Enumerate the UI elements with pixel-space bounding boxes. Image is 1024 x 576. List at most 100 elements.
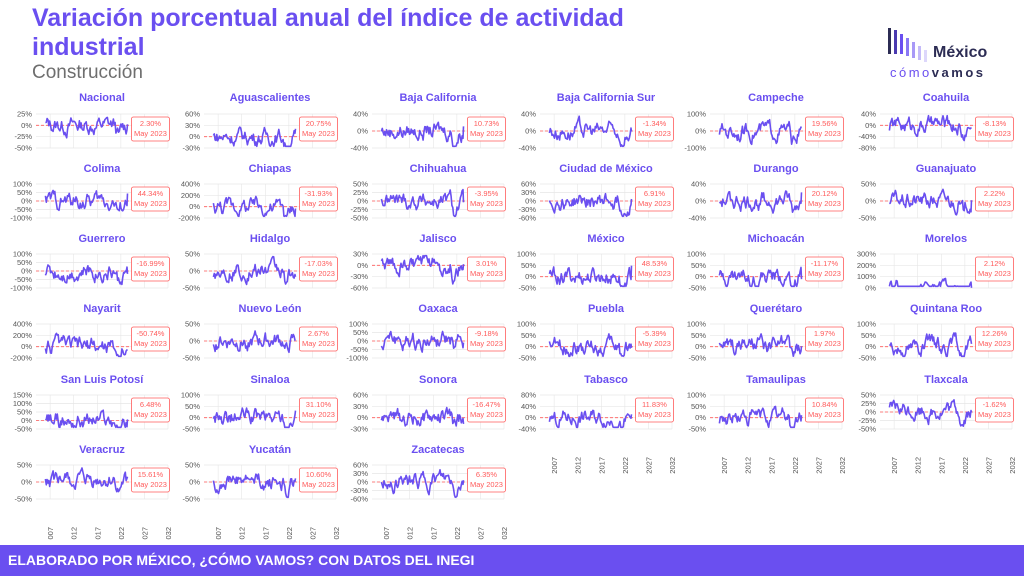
y-tick-label: -25% (14, 132, 32, 141)
panel-title: México (587, 233, 625, 245)
date-label: May 2023 (302, 129, 335, 138)
series-line (548, 265, 633, 288)
y-tick-label: 30% (353, 250, 368, 259)
panel-tlaxcala: Tlaxcala 50%25%0%-25%-50% -1.62%May 2023 20… (858, 374, 1017, 474)
series-line (548, 409, 633, 429)
last-value-label: -5.39% (643, 329, 667, 338)
panel-title: Aguascalientes (230, 92, 311, 104)
last-value-label: -1.34% (643, 119, 667, 128)
series-line (718, 333, 803, 358)
y-tick-label: -60% (518, 214, 536, 223)
panel-ciudad-de-méxico: Ciudad de México 60%30%0%-30%-60% 6.91%May… (518, 163, 674, 223)
value-label-box (805, 326, 844, 352)
x-tick-label: 2007 (720, 457, 729, 474)
panel-title: Nayarit (83, 303, 121, 315)
last-value-label: -16.99% (136, 259, 164, 268)
panel-title: Baja California (399, 92, 477, 104)
date-label: May 2023 (808, 410, 841, 419)
y-tick-label: 100% (857, 272, 877, 281)
series-line (212, 255, 297, 286)
series-line (44, 409, 129, 429)
y-tick-label: 0% (21, 197, 32, 206)
value-label-box (467, 256, 506, 282)
y-tick-label: 200% (857, 261, 877, 270)
series-line (380, 330, 465, 353)
x-tick-label: 2017 (261, 527, 270, 540)
y-tick-label: 0% (695, 342, 706, 351)
y-tick-label: 40% (353, 110, 368, 119)
panel-querétaro: Querétaro 100% 50% 0% -50% 1.97%May 2023 (687, 303, 844, 363)
y-tick-label: -60% (350, 284, 368, 293)
y-tick-label: 100% (517, 320, 537, 329)
y-tick-label: 0% (21, 121, 32, 130)
y-tick-label: 30% (353, 402, 368, 411)
x-tick-label: 2017 (93, 527, 102, 540)
panel-title: Zacatecas (411, 444, 464, 456)
y-tick-label: -200% (178, 214, 200, 223)
y-tick-label: -50% (858, 354, 876, 363)
y-tick-label: -30% (350, 272, 368, 281)
series-line (212, 407, 297, 429)
x-tick-label: 2032 (668, 457, 677, 474)
date-label: May 2023 (134, 480, 167, 489)
y-tick-label: -50% (688, 284, 706, 293)
series-line (718, 266, 803, 288)
y-tick-label: -50% (14, 275, 32, 284)
y-tick-label: 0% (357, 413, 368, 422)
y-tick-label: -25% (858, 416, 876, 425)
value-label-box (975, 397, 1014, 423)
x-tick-label: 2007 (214, 527, 223, 540)
last-value-label: 2.30% (140, 119, 162, 128)
panel-title: Yucatán (249, 444, 291, 456)
y-tick-label: -50% (14, 205, 32, 214)
date-label: May 2023 (978, 199, 1011, 208)
y-tick-label: 50% (353, 180, 368, 189)
date-label: May 2023 (470, 339, 503, 348)
series-line (718, 118, 803, 146)
value-label-box (131, 256, 170, 282)
series-line (718, 190, 803, 214)
panel-tamaulipas: Tamaulipas 100% 50% 0% -50% 10.84%May 2023 200… (687, 374, 847, 474)
last-value-label: 10.60% (306, 470, 332, 479)
y-tick-label: 100% (687, 320, 707, 329)
value-label-box (635, 326, 674, 352)
panel-title: Nacional (79, 92, 125, 104)
panel-title: Querétaro (750, 303, 803, 315)
last-value-label: 48.53% (642, 259, 668, 268)
y-tick-label: 50% (185, 461, 200, 470)
y-tick-label: -50% (688, 425, 706, 434)
panel-durango: Durango 40% 0% -40% 20.12%May 2023 (688, 163, 844, 223)
value-label-box (467, 467, 506, 493)
value-label-box (299, 116, 338, 142)
value-label-box (131, 326, 170, 352)
panel-chiapas: Chiapas 400% 200% 0% -200% -31.93%May 2023 (178, 163, 338, 223)
series-line (380, 121, 465, 148)
y-tick-label: 40% (861, 110, 876, 119)
date-label: May 2023 (470, 269, 503, 278)
x-tick-label: 2027 (814, 457, 823, 474)
y-tick-label: 0% (21, 478, 32, 487)
last-value-label: 10.73% (474, 119, 500, 128)
date-label: May 2023 (470, 480, 503, 489)
y-tick-label: -30% (350, 486, 368, 495)
panel-title: Chihuahua (410, 163, 468, 175)
panel-title: Tabasco (584, 374, 628, 386)
y-tick-label: 100% (349, 320, 369, 329)
y-tick-label: -50% (182, 425, 200, 434)
y-tick-label: -40% (350, 144, 368, 153)
value-label-box (131, 397, 170, 423)
date-label: May 2023 (808, 339, 841, 348)
panel-sinaloa: Sinaloa 100% 50% 0% -50% 31.10%May 2023 (181, 374, 338, 434)
y-tick-label: 25% (353, 188, 368, 197)
y-tick-label: 0% (865, 197, 876, 206)
date-label: May 2023 (302, 410, 335, 419)
value-label-box (635, 116, 674, 142)
y-tick-label: -30% (350, 425, 368, 434)
y-tick-label: -50% (182, 354, 200, 363)
series-line (380, 406, 465, 427)
last-value-label: -17.03% (304, 259, 332, 268)
y-tick-label: -50% (518, 284, 536, 293)
y-tick-label: 25% (861, 399, 876, 408)
y-tick-label: 50% (17, 408, 32, 417)
y-tick-label: 0% (357, 127, 368, 136)
